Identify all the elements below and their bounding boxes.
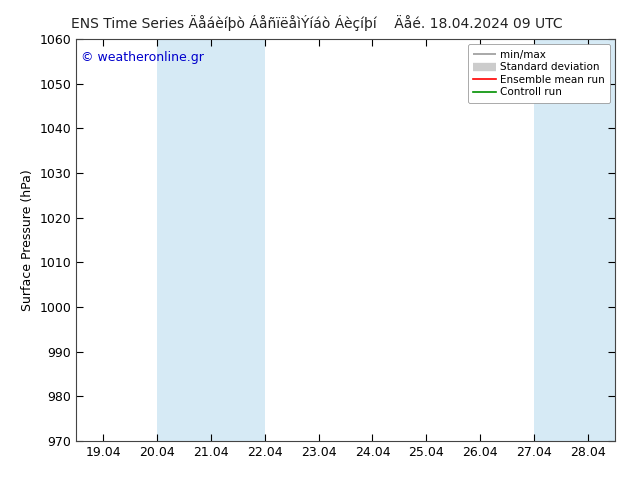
Text: ENS Time Series Äåáèíþò ÁåñïëåìÝíáò Áèçíþí    Äåé. 18.04.2024 09 UTC: ENS Time Series Äåáèíþò ÁåñïëåìÝíáò Áèçí… (71, 15, 563, 31)
Bar (157, 39, 265, 441)
Y-axis label: Surface Pressure (hPa): Surface Pressure (hPa) (21, 169, 34, 311)
Bar (534, 39, 615, 441)
Legend: min/max, Standard deviation, Ensemble mean run, Controll run: min/max, Standard deviation, Ensemble me… (467, 45, 610, 102)
Text: © weatheronline.gr: © weatheronline.gr (81, 51, 204, 64)
